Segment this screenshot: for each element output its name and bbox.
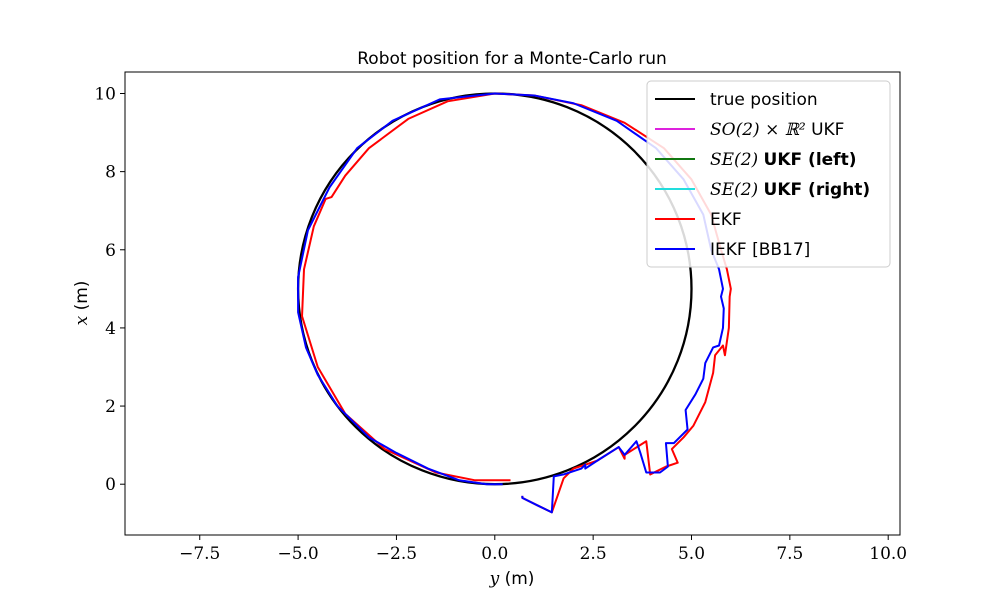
axes-frame xyxy=(124,71,901,536)
legend-label: IEKF [BB17] xyxy=(710,240,810,260)
x-tick-label: 2.5 xyxy=(580,544,607,564)
legend-label: SE(2) UKF (left) xyxy=(710,150,856,170)
x-tick-label: 10.0 xyxy=(869,544,907,564)
y-axis-label: x (m) xyxy=(72,281,92,326)
plot-area xyxy=(296,92,732,514)
plot-border xyxy=(124,71,901,536)
x-tick-label: −5.0 xyxy=(277,544,318,564)
chart-title: Robot position for a Monte-Carlo run xyxy=(357,49,667,69)
x-axis-label: y (m) xyxy=(489,569,535,589)
x-tick-label: −7.5 xyxy=(179,544,220,564)
legend-label: true position xyxy=(710,90,818,110)
y-tick-label: 8 xyxy=(105,163,116,183)
legend: true position SO(2) × ℝ² UKF SE(2) UKF (le… xyxy=(646,80,891,268)
legend-label: SE(2) UKF (right) xyxy=(710,180,870,200)
y-tick-label: 0 xyxy=(105,475,116,495)
legend-box xyxy=(646,80,891,268)
x-axis: −7.5 −5.0 −2.5 0.0 2.5 5.0 7.5 10.0 xyxy=(179,535,907,564)
legend-label: EKF xyxy=(710,210,742,230)
y-tick-label: 2 xyxy=(105,397,116,417)
y-tick-label: 6 xyxy=(105,241,116,261)
x-tick-label: 5.0 xyxy=(678,544,705,564)
legend-label: SO(2) × ℝ² UKF xyxy=(710,120,844,140)
series-iekf-bb17 xyxy=(297,92,725,514)
y-tick-label: 4 xyxy=(105,319,116,339)
x-tick-label: −2.5 xyxy=(376,544,417,564)
y-tick-label: 10 xyxy=(94,84,116,104)
y-axis: 0 2 4 6 8 10 xyxy=(94,84,125,495)
x-tick-label: 7.5 xyxy=(776,544,803,564)
x-tick-label: 0.0 xyxy=(481,544,508,564)
